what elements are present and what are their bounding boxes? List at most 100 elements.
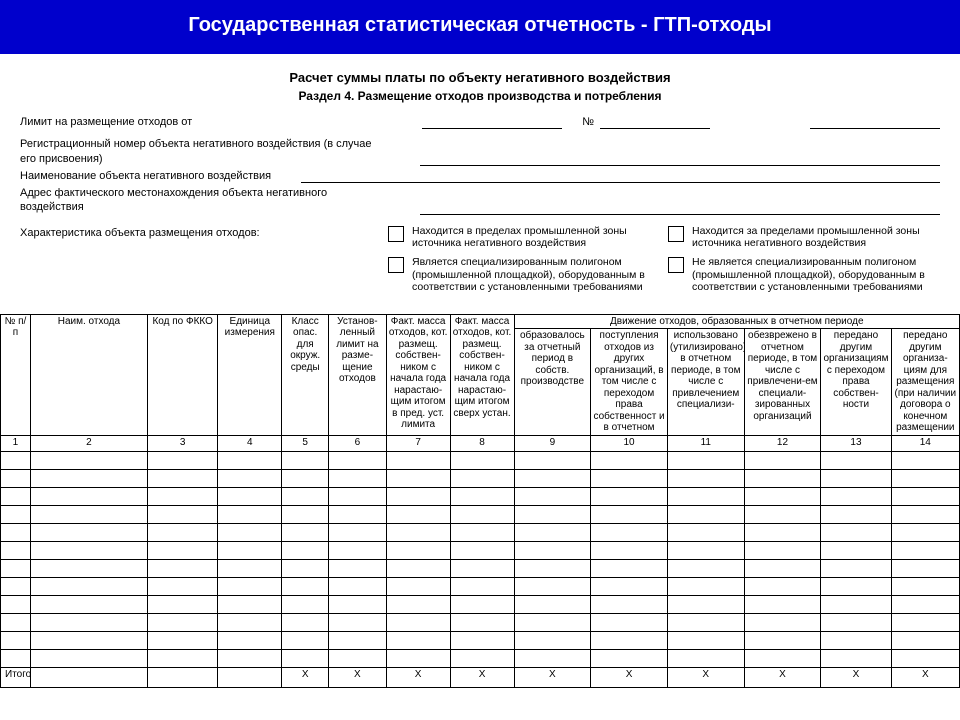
table-cell: [744, 487, 821, 505]
check-row-4: Не является специализированным полигоном…: [668, 256, 940, 294]
table-cell: [514, 469, 591, 487]
table-cell: [1, 505, 31, 523]
label-limit: Лимит на размещение отходов от: [20, 115, 192, 129]
table-cell: [148, 469, 218, 487]
table-row: [1, 631, 960, 649]
table-cell: [329, 469, 387, 487]
table-cell: [891, 541, 959, 559]
table-cell: [148, 505, 218, 523]
table-cell: [450, 487, 514, 505]
table-cell: [450, 595, 514, 613]
checkbox-inside-zone[interactable]: [388, 226, 404, 242]
table-cell: [891, 613, 959, 631]
table-cell: [591, 505, 668, 523]
col-number-14: 14: [891, 435, 959, 451]
total-cell-14: X: [891, 667, 959, 687]
table-cell: [1, 649, 31, 667]
table-cell: [218, 595, 282, 613]
table-cell: [329, 613, 387, 631]
table-cell: [30, 451, 147, 469]
table-row: [1, 649, 960, 667]
table-cell: [591, 541, 668, 559]
table-cell: [30, 487, 147, 505]
table-cell: [667, 559, 744, 577]
table-cell: [821, 595, 891, 613]
table-cell: [1, 541, 31, 559]
table-cell: [329, 559, 387, 577]
table-cell: [148, 595, 218, 613]
table-cell: [667, 487, 744, 505]
table-cell: [821, 559, 891, 577]
table-cell: [282, 469, 329, 487]
table-cell: [744, 559, 821, 577]
table-cell: [282, 631, 329, 649]
total-cell-4: [218, 667, 282, 687]
table-cell: [891, 523, 959, 541]
banner: Государственная статистическая отчетност…: [0, 0, 960, 54]
table-cell: [282, 559, 329, 577]
col-number-8: 8: [450, 435, 514, 451]
col-header-11: использовано (утилизировано) в отчетном …: [667, 329, 744, 436]
table-cell: [386, 613, 450, 631]
table-cell: [148, 577, 218, 595]
total-cell-6: X: [329, 667, 387, 687]
check-col-right: Находится за пределами промышленной зоны…: [668, 225, 940, 300]
table-cell: [148, 559, 218, 577]
table-cell: [148, 541, 218, 559]
table-cell: [891, 487, 959, 505]
field-name: [301, 171, 940, 183]
table-cell: [282, 595, 329, 613]
table-cell: [450, 631, 514, 649]
col-header-movement-group: Движение отходов, образованных в отчетно…: [514, 314, 960, 329]
form-block: Лимит на размещение отходов от № Регистр…: [20, 115, 940, 215]
table-cell: [218, 613, 282, 631]
table-cell: [667, 577, 744, 595]
table-row: [1, 469, 960, 487]
col-header-6: Установ-ленный лимит на разме-щение отхо…: [329, 314, 387, 435]
table-cell: [218, 451, 282, 469]
table-cell: [1, 469, 31, 487]
col-header-3: Код по ФККО: [148, 314, 218, 435]
checkbox-not-specialized[interactable]: [668, 257, 684, 273]
table-cell: [1, 577, 31, 595]
check-text-2: Является специализированным полигоном (п…: [412, 256, 660, 294]
table-cell: [30, 523, 147, 541]
table-row: [1, 541, 960, 559]
table-cell: [514, 523, 591, 541]
table-cell: [30, 649, 147, 667]
table-cell: [744, 523, 821, 541]
table-cell: [282, 613, 329, 631]
table-cell: [148, 487, 218, 505]
table-cell: [591, 631, 668, 649]
table-cell: [148, 523, 218, 541]
table-cell: [744, 649, 821, 667]
table-cell: [744, 595, 821, 613]
table-cell: [148, 451, 218, 469]
table-cell: [329, 487, 387, 505]
table-cell: [282, 577, 329, 595]
table-cell: [591, 451, 668, 469]
table-cell: [744, 451, 821, 469]
table-cell: [891, 577, 959, 595]
table-cell: [591, 613, 668, 631]
col-header-10: поступления отходов из других организаци…: [591, 329, 668, 436]
table-cell: [282, 487, 329, 505]
table-cell: [667, 469, 744, 487]
title-section: Раздел 4. Размещение отходов производств…: [20, 89, 940, 103]
table-cell: [148, 649, 218, 667]
table-cell: [514, 559, 591, 577]
col-header-4: Единица измерения: [218, 314, 282, 435]
table-cell: [891, 505, 959, 523]
table-cell: [514, 595, 591, 613]
table-cell: [591, 523, 668, 541]
table-cell: [386, 541, 450, 559]
table-cell: [591, 487, 668, 505]
checkbox-specialized[interactable]: [388, 257, 404, 273]
table-cell: [891, 631, 959, 649]
table-cell: [450, 505, 514, 523]
table-cell: [386, 469, 450, 487]
col-number-7: 7: [386, 435, 450, 451]
page-body: Расчет суммы платы по объекту негативног…: [0, 54, 960, 300]
checkbox-outside-zone[interactable]: [668, 226, 684, 242]
col-header-13: передано другим организациям с переходом…: [821, 329, 891, 436]
